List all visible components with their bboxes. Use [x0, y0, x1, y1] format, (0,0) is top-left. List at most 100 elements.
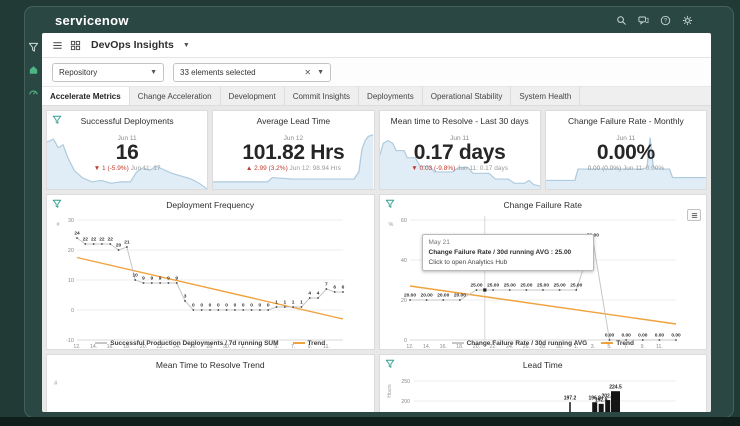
legend-item-series[interactable]: Change Failure Rate / 30d running AVG: [451, 340, 587, 347]
tab-development[interactable]: Development: [221, 87, 285, 105]
svg-text:22.: 22.: [157, 344, 164, 350]
svg-text:14.: 14.: [423, 344, 430, 350]
filter-icon[interactable]: [28, 42, 39, 53]
svg-text:22.: 22.: [489, 344, 496, 350]
svg-text:28.: 28.: [206, 344, 213, 350]
tab-change-acceleration[interactable]: Change Acceleration: [130, 87, 221, 105]
kpi-delta: 0.00 (0.0%) Jun 11: 0.00%: [587, 165, 665, 173]
svg-text:11.: 11.: [655, 344, 662, 350]
menu-icon[interactable]: [52, 40, 63, 51]
change-failure-rate-chart[interactable]: 60 40 20 0% 20.00 20.00 20.00 20.00 25.00 25.00 25…: [384, 211, 684, 350]
legend-item-series[interactable]: Successful Production Deployments / 7d r…: [95, 340, 279, 347]
chart-context-menu-icon[interactable]: [687, 209, 701, 221]
svg-text:20: 20: [116, 243, 122, 249]
svg-text:0: 0: [403, 338, 406, 344]
svg-text:1: 1: [300, 300, 303, 306]
svg-text:192.9: 192.9: [594, 397, 607, 403]
svg-text:21: 21: [124, 240, 130, 246]
filter-icon[interactable]: [52, 115, 62, 125]
svg-text:1: 1: [275, 300, 278, 306]
lead-time-card: Lead Time 250 200 Hours 197.2 196.9 192.9 202.…: [378, 354, 707, 412]
svg-text:9: 9: [175, 276, 178, 282]
filter-icon[interactable]: [385, 359, 395, 369]
repository-select-value: Repository: [59, 67, 98, 77]
app-header: servicenow ?: [25, 7, 733, 33]
help-icon[interactable]: ?: [660, 15, 671, 26]
dashboard-dropdown-caret[interactable]: ▼: [182, 41, 190, 49]
svg-text:0: 0: [250, 303, 253, 309]
legend-item-trend[interactable]: Trend: [601, 340, 634, 347]
tab-accelerate-metrics[interactable]: Accelerate Metrics: [42, 87, 130, 105]
svg-text:0: 0: [200, 303, 203, 309]
search-icon[interactable]: [616, 15, 627, 26]
chart-title: Mean Time to Resolve Trend: [155, 360, 265, 370]
svg-text:1: 1: [283, 300, 286, 306]
chart-title: Change Failure Rate: [503, 200, 582, 210]
home-icon[interactable]: [28, 64, 39, 75]
app-window: servicenow ? DevOps Insights ▼: [24, 6, 734, 418]
kpi-value: 16: [115, 141, 139, 164]
filter-icon[interactable]: [52, 199, 62, 209]
chart-legend: Change Failure Rate / 30d running AVG Tr…: [380, 340, 707, 347]
repository-select[interactable]: Repository ▼: [52, 62, 164, 82]
tab-deployments[interactable]: Deployments: [359, 87, 423, 105]
svg-text:20.: 20.: [472, 344, 479, 350]
kpi-card-average-lead-time[interactable]: Average Lead Time Jun 12 101.82 Hrs ▲ 2.…: [212, 110, 375, 190]
elements-selected-combo[interactable]: 33 elements selected ✕ ▼: [173, 62, 331, 82]
kpi-card-successful-deployments[interactable]: Successful Deployments Jun 11 16 ▼ 1 (-5…: [46, 110, 209, 190]
svg-text:9: 9: [142, 276, 145, 282]
svg-text:9: 9: [150, 276, 153, 282]
svg-text:0.00: 0.00: [638, 333, 648, 339]
kpi-center: Jun 11 0.17 days ▼ 0.03 (-9.8%) Jun 11: …: [380, 135, 540, 172]
kpi-delta: ▼ 1 (-5.9%) Jun 11: 17: [93, 165, 161, 173]
svg-text:1.: 1.: [241, 344, 245, 350]
svg-text:20.00: 20.00: [453, 293, 465, 299]
tab-commit-insights[interactable]: Commit Insights: [285, 87, 360, 105]
svg-text:18.: 18.: [456, 344, 463, 350]
svg-text:3.: 3.: [258, 344, 262, 350]
kpi-card-change-failure-rate[interactable]: Change Failure Rate - Monthly Jun 11 0.0…: [544, 110, 707, 190]
sparkline: [379, 139, 540, 189]
chevron-down-icon[interactable]: ▼: [317, 68, 324, 76]
svg-text:26.: 26.: [190, 344, 197, 350]
gear-icon[interactable]: [682, 15, 693, 26]
clear-selection-icon[interactable]: ✕: [304, 67, 312, 77]
tooltip-link[interactable]: Click to open Analytics Hub: [428, 258, 508, 266]
filter-icon[interactable]: [385, 199, 395, 209]
svg-text:0: 0: [225, 303, 228, 309]
sparkline: [213, 134, 374, 189]
svg-text:12.: 12.: [73, 344, 80, 350]
svg-text:10: 10: [133, 273, 139, 279]
gauge-icon[interactable]: [28, 86, 39, 97]
svg-text:24.: 24.: [506, 344, 513, 350]
svg-text:16.: 16.: [439, 344, 446, 350]
bottom-bezel: [0, 417, 740, 426]
svg-text:1: 1: [292, 300, 295, 306]
kpi-card-mean-time-to-resolve[interactable]: Mean time to Resolve - Last 30 days Jun …: [378, 110, 541, 190]
svg-text:5.: 5.: [607, 344, 611, 350]
kpi-value: 101.82 Hrs: [242, 141, 345, 164]
mean-time-to-resolve-trend-card: Mean Time to Resolve Trend #: [46, 354, 375, 412]
chart-legend: Successful Production Deployments / 7d r…: [47, 340, 374, 347]
svg-text:25.00: 25.00: [553, 283, 565, 289]
kpi-delta: ▲ 2.99 (3.2%) Jun 12: 98.94 Hrs: [245, 165, 341, 173]
tab-system-health[interactable]: System Health: [511, 87, 581, 105]
svg-text:9.: 9.: [308, 344, 312, 350]
svg-text:30.: 30.: [556, 344, 563, 350]
chart-tooltip: May 21 Change Failure Rate / 30d running…: [421, 234, 594, 272]
grid-icon[interactable]: [70, 40, 81, 51]
chart-title: Lead Time: [522, 360, 563, 370]
tab-operational-stability[interactable]: Operational Stability: [423, 87, 512, 105]
svg-text:16.: 16.: [107, 344, 114, 350]
kpi-date: Jun 11: [450, 135, 470, 142]
svg-text:20.00: 20.00: [437, 293, 449, 299]
svg-text:10: 10: [68, 278, 74, 284]
chevron-down-icon: ▼: [150, 68, 157, 76]
legend-item-trend[interactable]: Trend: [292, 340, 325, 347]
svg-text:197.2: 197.2: [563, 396, 576, 402]
conversations-icon[interactable]: [638, 15, 649, 26]
svg-text:30.: 30.: [223, 344, 230, 350]
